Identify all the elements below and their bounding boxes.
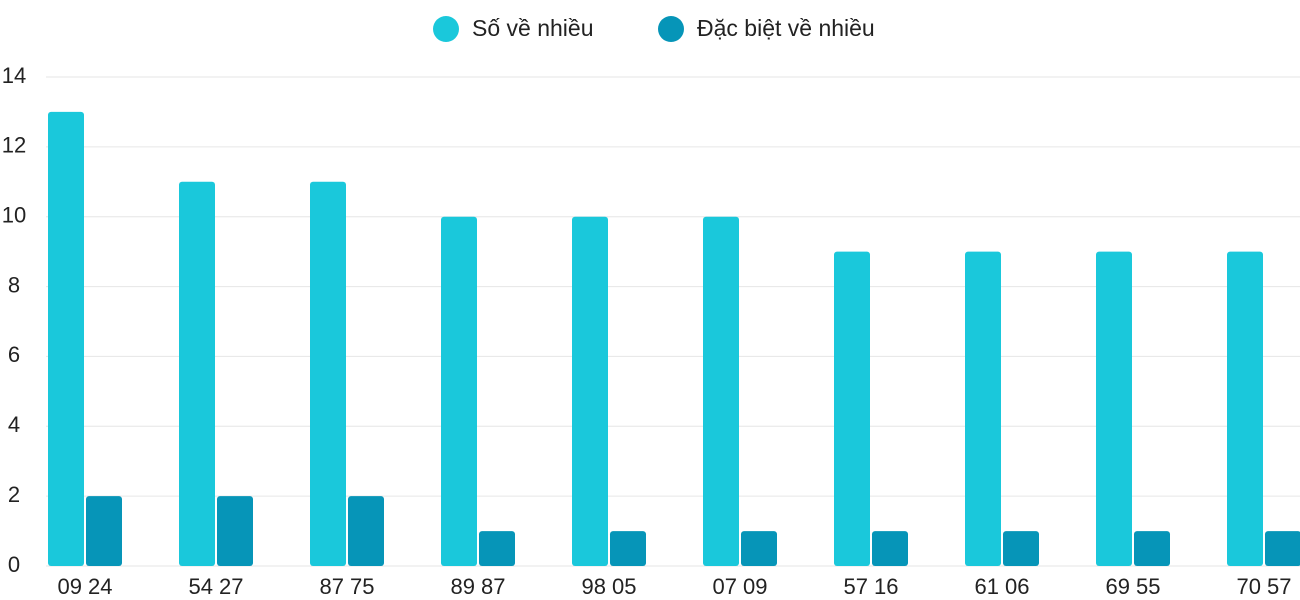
x-tick-label: 89 87 [450, 574, 505, 599]
x-tick-label: 69 55 [1105, 574, 1160, 599]
bar [441, 216, 477, 566]
y-tick-label: 6 [8, 342, 20, 367]
x-tick-label: 54 27 [188, 574, 243, 599]
bar [1134, 531, 1170, 566]
y-tick-label: 8 [8, 272, 20, 297]
x-tick-label: 57 16 [843, 574, 898, 599]
y-tick-label: 4 [8, 412, 20, 437]
bar [1003, 531, 1039, 566]
bar [872, 531, 908, 566]
legend-label: Số về nhiều [472, 15, 593, 41]
x-tick-label: 87 75 [319, 574, 374, 599]
bar [965, 251, 1001, 566]
bar [572, 216, 608, 566]
bar [1227, 251, 1263, 566]
x-tick-label: 98 05 [581, 574, 636, 599]
bar [479, 531, 515, 566]
legend-label: Đặc biệt về nhiều [697, 15, 875, 41]
bar [741, 531, 777, 566]
bar [179, 181, 215, 567]
bar [703, 216, 739, 566]
y-tick-label: 10 [2, 203, 26, 228]
bar [48, 111, 84, 566]
bar [1096, 251, 1132, 566]
x-tick-label: 07 09 [712, 574, 767, 599]
bar [217, 496, 253, 566]
bar [834, 251, 870, 566]
legend-marker [658, 16, 684, 42]
x-tick-label: 61 06 [974, 574, 1029, 599]
bar [610, 531, 646, 566]
x-tick-label: 70 57 [1236, 574, 1291, 599]
x-tick-label: 09 24 [57, 574, 112, 599]
bar [348, 496, 384, 566]
bar [1265, 531, 1300, 566]
bar [310, 181, 346, 567]
bar [86, 496, 122, 566]
y-tick-label: 2 [8, 482, 20, 507]
y-tick-label: 14 [2, 63, 26, 88]
y-tick-label: 0 [8, 552, 20, 577]
y-tick-label: 12 [2, 133, 26, 158]
legend-marker [433, 16, 459, 42]
